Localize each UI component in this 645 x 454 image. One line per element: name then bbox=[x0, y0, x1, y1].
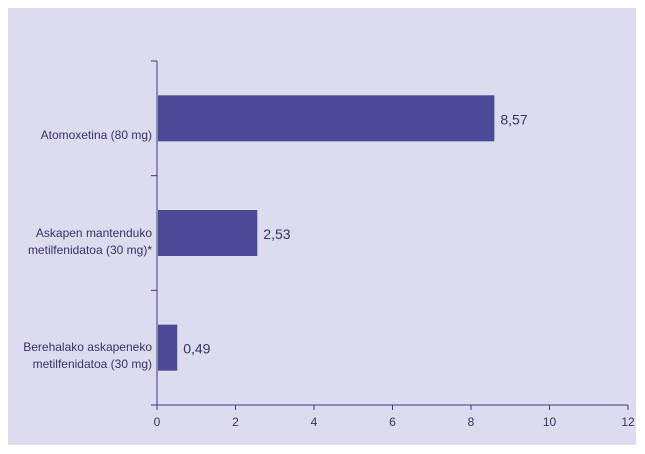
bar bbox=[158, 210, 258, 256]
x-tick-label: 2 bbox=[232, 415, 239, 429]
x-tick-label: 8 bbox=[468, 415, 475, 429]
bar-value-label: 8,57 bbox=[500, 111, 527, 127]
x-tick-label: 10 bbox=[543, 415, 557, 429]
x-tick-label: 12 bbox=[621, 415, 635, 429]
chart-panel: 0 2 4 6 8 10 12 8,57 2,53 0,49 Atomoxetina (80 mg… bbox=[8, 8, 636, 445]
bar bbox=[158, 95, 495, 142]
x-tick-label: 0 bbox=[154, 415, 161, 429]
x-tick-label: 4 bbox=[311, 415, 318, 429]
bar-value-label: 0,49 bbox=[183, 341, 210, 357]
bar-chart: 0 2 4 6 8 10 12 8,57 2,53 0,49 bbox=[151, 60, 635, 429]
category-label-berehalako-askapeneko: Berehalako askapeneko metilfenidatoa (30… bbox=[23, 340, 152, 371]
bar bbox=[158, 324, 178, 371]
bar-value-label: 2,53 bbox=[263, 226, 290, 242]
category-label-askapen-mantenduko: Askapen mantenduko metilfenidatoa (30 mg… bbox=[27, 226, 152, 257]
category-label-atomoxetina: Atomoxetina (80 mg) bbox=[40, 128, 152, 142]
x-tick-label: 6 bbox=[389, 415, 396, 429]
